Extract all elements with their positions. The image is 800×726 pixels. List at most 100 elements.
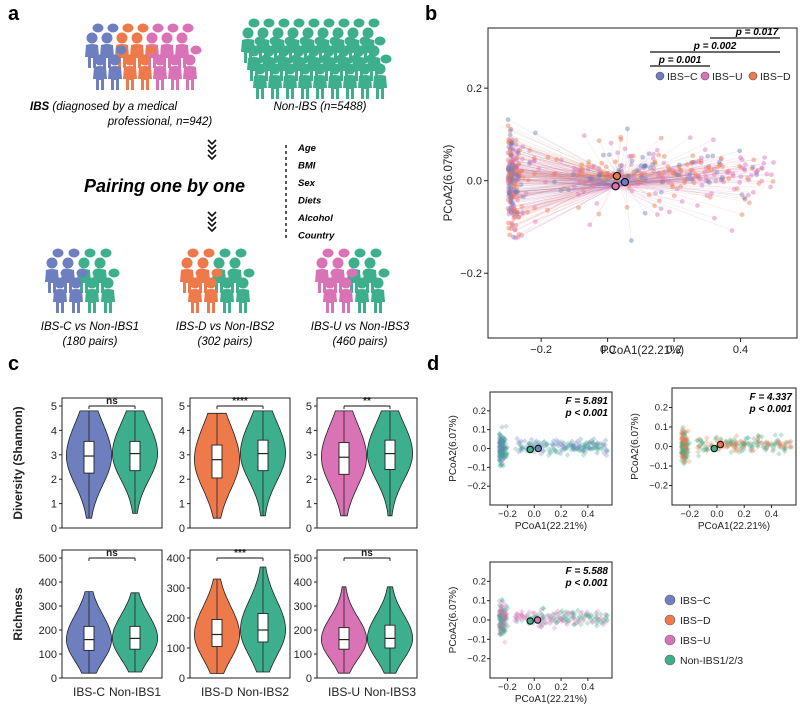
x-tick-label: 0.0 — [600, 344, 615, 356]
scatter-point — [557, 450, 564, 457]
person-icon — [123, 54, 137, 90]
scatter-point — [573, 446, 580, 452]
spider-line — [510, 145, 616, 187]
scatter-point — [580, 448, 587, 454]
spider-line — [616, 175, 673, 188]
spider-line — [512, 150, 616, 187]
scatter-point — [602, 442, 608, 448]
scatter-point — [554, 157, 559, 162]
scatter-point — [541, 438, 548, 445]
y-tick-label: 200 — [294, 625, 312, 637]
scatter-point — [656, 174, 661, 179]
y-tick-label: −0.1 — [467, 634, 486, 645]
scatter-point — [540, 448, 547, 454]
y-tick-label: 0.0 — [473, 615, 486, 626]
scatter-point — [509, 201, 515, 207]
scatter-point — [581, 133, 587, 138]
y-tick-label: 200 — [167, 613, 185, 625]
scatter-point — [783, 439, 789, 446]
scatter-point — [501, 454, 508, 461]
scatter-point — [748, 445, 754, 452]
scatter-point — [513, 211, 519, 217]
scatter-point — [575, 191, 581, 197]
scatter-point — [730, 171, 736, 177]
scatter-point — [555, 441, 562, 447]
scatter-point — [684, 436, 690, 443]
scatter-point — [501, 450, 508, 457]
spider-line — [511, 175, 618, 229]
scatter-point — [526, 440, 532, 446]
pair-title: IBS-U vs Non-IBS3 — [311, 321, 410, 333]
spider-line — [511, 185, 616, 196]
scatter-point — [761, 160, 767, 166]
spider-line — [514, 181, 625, 191]
scatter-point — [562, 444, 569, 450]
spider-line — [615, 173, 733, 187]
scatter-point — [509, 157, 515, 162]
scatter-point — [692, 171, 698, 177]
scatter-point — [709, 191, 714, 196]
scatter-point — [646, 192, 652, 198]
scatter-point — [639, 179, 644, 185]
spider-line — [584, 175, 617, 184]
scatter-point — [691, 180, 697, 186]
scatter-point — [726, 170, 731, 176]
spider-line — [517, 180, 616, 187]
scatter-point — [628, 238, 634, 243]
person-icon — [343, 63, 357, 99]
scatter-point — [497, 442, 504, 449]
scatter-point — [538, 451, 545, 457]
scatter-point — [516, 231, 522, 237]
scatter-point — [526, 440, 532, 447]
scatter-point — [511, 191, 517, 197]
scatter-point — [666, 168, 672, 174]
scatter-point — [508, 194, 514, 200]
scatter-point — [505, 167, 511, 173]
scatter-point — [499, 447, 505, 453]
scatter-point — [497, 447, 504, 454]
scatter-point — [518, 438, 525, 445]
scatter-point — [520, 210, 526, 216]
plot-frame — [487, 27, 798, 339]
speech-bubble-icon — [344, 36, 356, 46]
scatter-point — [590, 442, 597, 449]
scatter-point — [662, 170, 667, 176]
scatter-point — [581, 447, 588, 453]
scatter-point — [558, 441, 565, 448]
scatter-point — [499, 441, 506, 448]
scatter-point — [497, 448, 504, 454]
person-icon — [153, 54, 167, 90]
spider-line — [535, 185, 616, 222]
spider-line — [609, 154, 626, 183]
spider-line — [574, 185, 616, 188]
spider-line — [518, 153, 625, 183]
scatter-point — [742, 167, 748, 173]
spider-line — [616, 175, 743, 215]
scatter-point — [499, 439, 506, 446]
scatter-point — [720, 164, 725, 170]
scatter-point — [497, 463, 503, 469]
spider-line — [510, 185, 616, 192]
y-axis-label: PCoA2(6.07%) — [443, 144, 455, 221]
legend-label: Non-IBS1/2/3 — [680, 655, 743, 667]
scatter-point — [720, 177, 726, 182]
spider-line — [615, 169, 758, 187]
x-tick-label: 0.2 — [738, 509, 751, 520]
spider-line — [512, 164, 617, 177]
scatter-point — [497, 450, 504, 457]
scatter-point — [626, 154, 632, 159]
scatter-point — [497, 437, 504, 444]
spider-line — [507, 152, 616, 187]
scatter-point — [656, 170, 662, 176]
person-icon — [371, 277, 385, 313]
scatter-point — [508, 196, 514, 202]
scatter-point — [508, 191, 514, 197]
scatter-point — [511, 183, 517, 189]
person-icon — [373, 63, 387, 99]
spider-line — [522, 158, 616, 187]
scatter-point — [787, 438, 794, 444]
spider-line — [615, 181, 724, 187]
spider-line — [529, 161, 616, 187]
